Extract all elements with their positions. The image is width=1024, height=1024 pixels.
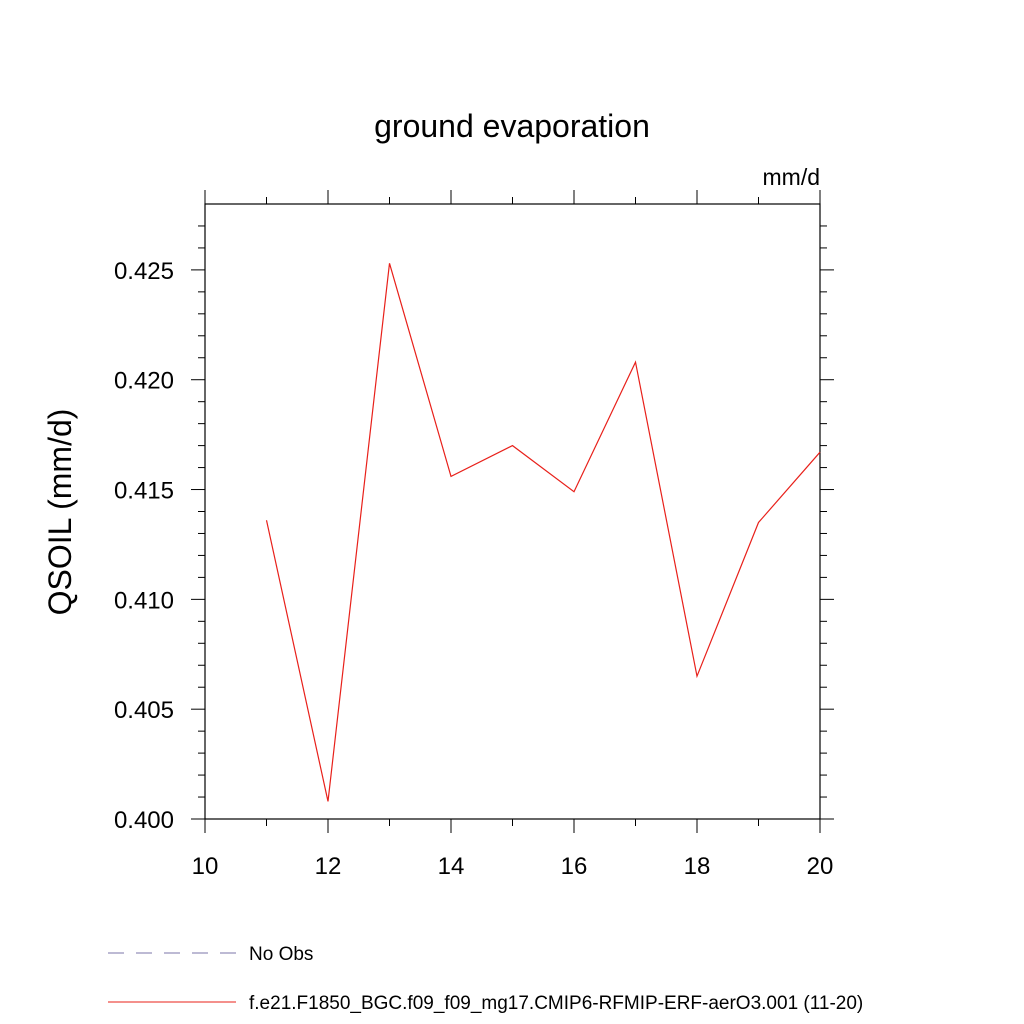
x-tick-label: 18	[684, 853, 711, 880]
y-tick-label: 0.400	[114, 807, 174, 834]
y-tick-label: 0.420	[114, 368, 174, 395]
series-line	[265, 263, 821, 802]
x-tick-label: 20	[807, 853, 834, 880]
x-tick-label: 16	[561, 853, 588, 880]
legend: No Obs f.e21.F1850_BGC.f09_f09_mg17.CMIP6…	[108, 944, 863, 1014]
legend-label: No Obs	[249, 944, 313, 965]
y-tick-label: 0.425	[114, 258, 174, 285]
y-tick-label: 0.410	[114, 587, 174, 614]
x-tick-label: 14	[438, 853, 465, 880]
axis-tick-labels: 10 12 14 16 18 20 0.400 0.405 0.410 0.415 0.420 0.4…	[114, 258, 833, 880]
series-layer	[265, 263, 821, 802]
y-tick-label: 0.415	[114, 478, 174, 505]
x-tick-label: 12	[315, 853, 342, 880]
plot-frame	[204, 203, 821, 820]
y-axis-label: QSOIL (mm/d)	[42, 409, 78, 616]
axis-ticks	[191, 190, 834, 833]
chart-title: ground evaporation	[374, 108, 650, 144]
legend-label: f.e21.F1850_BGC.f09_f09_mg17.CMIP6-RFMIP…	[249, 993, 863, 1014]
y-tick-label: 0.405	[114, 697, 174, 724]
units-label: mm/d	[763, 164, 821, 190]
x-tick-label: 10	[192, 853, 219, 880]
